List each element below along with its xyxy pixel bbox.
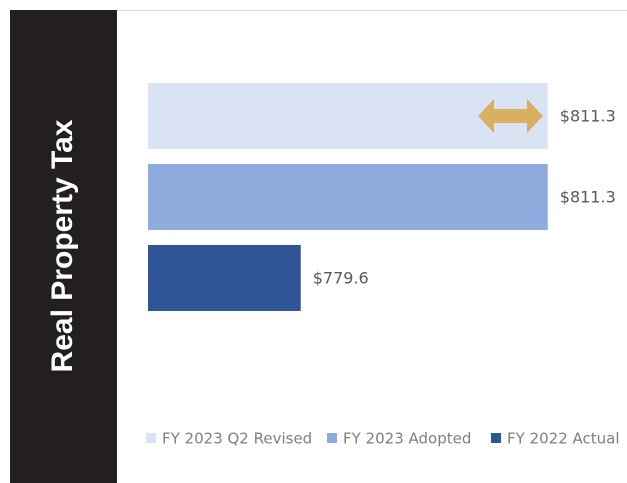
value-label: $779.6 <box>313 269 369 288</box>
value-label: $811.3 <box>560 107 616 126</box>
legend-label: FY 2023 Adopted <box>343 430 471 448</box>
legend-swatch <box>491 433 501 443</box>
sidebar <box>10 10 117 483</box>
legend-swatch <box>146 433 156 443</box>
value-label: $811.3 <box>560 188 616 207</box>
legend-swatch <box>327 433 337 443</box>
legend-label: FY 2023 Q2 Revised <box>162 430 312 448</box>
double-arrow-icon <box>478 99 543 133</box>
legend-label: FY 2022 Actual <box>507 430 620 448</box>
bar <box>148 245 301 311</box>
chart-title: Real Property Tax <box>46 119 79 372</box>
bar <box>148 164 548 230</box>
